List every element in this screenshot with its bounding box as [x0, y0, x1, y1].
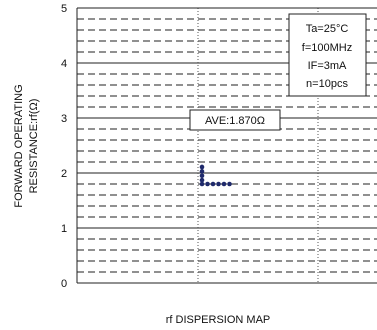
- data-point: [199, 181, 205, 187]
- y-axis-title: FORWARD OPERATING RESISTANCE:rf(Ω): [13, 84, 40, 207]
- condition-ta: Ta=25°C: [306, 23, 349, 35]
- data-point: [199, 164, 205, 170]
- data-point: [205, 181, 210, 187]
- y-tick-label: 1: [61, 223, 67, 235]
- data-point: [227, 181, 232, 187]
- condition-n: n=10pcs: [306, 78, 348, 90]
- condition-freq: f=100MHz: [302, 42, 352, 54]
- average-annotation-text: AVE:1.870Ω: [205, 115, 265, 127]
- y-tick-label: 5: [61, 3, 67, 15]
- data-point: [199, 169, 205, 174]
- y-tick-label: 3: [61, 113, 67, 125]
- y-tick-label: 0: [61, 278, 67, 290]
- y-tick-label: 2: [61, 168, 67, 180]
- data-point: [199, 177, 205, 183]
- average-annotation: AVE:1.870Ω: [189, 109, 281, 131]
- y-tick-labels: 0 1 2 3 4 5: [61, 3, 67, 290]
- condition-if: IF=3mA: [308, 60, 347, 72]
- y-tick-label: 4: [61, 58, 67, 70]
- data-point: [221, 181, 227, 187]
- conditions-box-frame: [288, 13, 367, 97]
- conditions-box: Ta=25°C f=100MHz IF=3mA n=10pcs: [288, 13, 367, 97]
- grid: [77, 8, 377, 283]
- data-point: [210, 181, 216, 187]
- data-point: [199, 173, 205, 179]
- average-annotation-frame: [189, 109, 281, 131]
- y-axis-title-line-1: FORWARD OPERATING: [13, 84, 25, 207]
- y-axis-title-line-2: RESISTANCE:rf(Ω): [28, 99, 40, 194]
- data-points: [199, 164, 232, 187]
- data-point: [216, 181, 221, 187]
- chart-title: rf DISPERSION MAP: [166, 314, 271, 326]
